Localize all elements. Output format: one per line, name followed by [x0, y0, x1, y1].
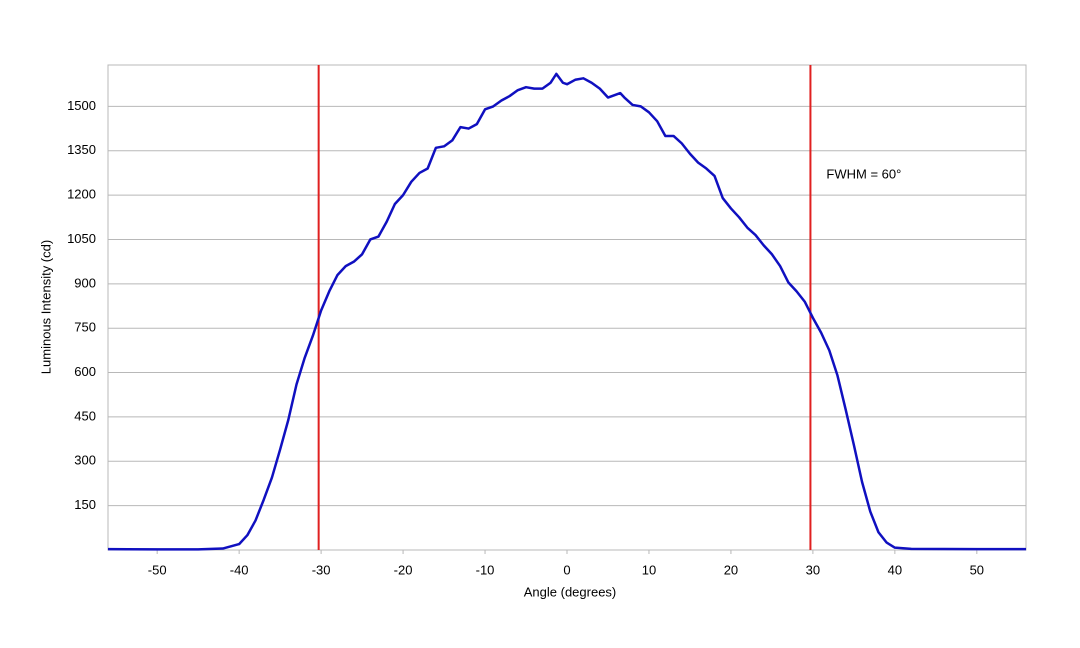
x-axis-label: Angle (degrees): [524, 584, 617, 599]
x-tick-label: 30: [806, 562, 820, 577]
y-tick-label: 1200: [67, 187, 96, 202]
x-tick-label: 0: [563, 562, 570, 577]
x-tick-label: -20: [394, 562, 413, 577]
y-tick-label: 600: [74, 364, 96, 379]
x-tick-label: -50: [148, 562, 167, 577]
y-tick-label: 1350: [67, 142, 96, 157]
y-tick-label: 150: [74, 497, 96, 512]
y-tick-label: 450: [74, 408, 96, 423]
x-tick-label: -10: [476, 562, 495, 577]
y-tick-label: 1050: [67, 231, 96, 246]
annotation: FWHM = 60°: [826, 166, 901, 181]
x-tick-label: 50: [970, 562, 984, 577]
x-tick-label: 20: [724, 562, 738, 577]
y-tick-label: 750: [74, 320, 96, 335]
x-tick-label: 40: [888, 562, 902, 577]
x-tick-label: 10: [642, 562, 656, 577]
data-line: [107, 72, 1026, 551]
plot-border: [107, 64, 1027, 551]
y-tick-label: 1500: [67, 98, 96, 113]
y-tick-label: 300: [74, 453, 96, 468]
x-tick-label: -40: [230, 562, 249, 577]
x-tick-label: -30: [312, 562, 331, 577]
y-tick-label: 900: [74, 275, 96, 290]
y-axis-label: Luminous Intensity (cd): [38, 240, 53, 374]
